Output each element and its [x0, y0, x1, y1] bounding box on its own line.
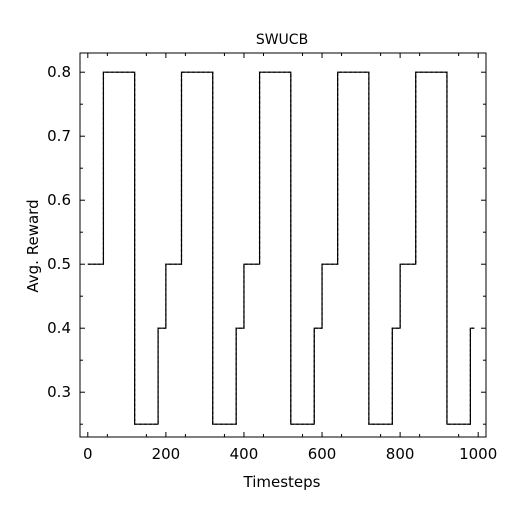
x-tick-label: 0 [83, 445, 93, 463]
y-tick-label: 0.3 [47, 383, 71, 401]
x-tick-label: 800 [386, 445, 415, 463]
y-tick-label: 0.7 [47, 127, 71, 145]
x-axis-title: Timesteps [243, 473, 321, 491]
x-axis-ticks: 0 200 400 600 800 1000 [83, 53, 497, 463]
plot-frame [79, 52, 487, 438]
y-tick-label: 0.6 [47, 191, 71, 209]
x-tick-label: 200 [152, 445, 181, 463]
y-tick-label: 0.8 [47, 63, 71, 81]
y-axis-ticks: 0.3 0.4 0.5 0.6 0.7 0.8 [47, 63, 486, 425]
y-axis-title: Avg. Reward [24, 199, 42, 292]
series-line-dashed [87, 71, 475, 425]
x-tick-label: 600 [308, 445, 337, 463]
chart-title: SWUCB [256, 32, 308, 48]
x-tick-label: 1000 [459, 445, 497, 463]
series-layer [87, 71, 475, 425]
y-tick-label: 0.4 [47, 319, 71, 337]
y-tick-label: 0.5 [47, 255, 71, 273]
x-tick-label: 400 [230, 445, 259, 463]
plot-area: 0 200 400 600 800 1000 0.3 0.4 0.5 0.6 0.7 0.8 [47, 52, 497, 463]
